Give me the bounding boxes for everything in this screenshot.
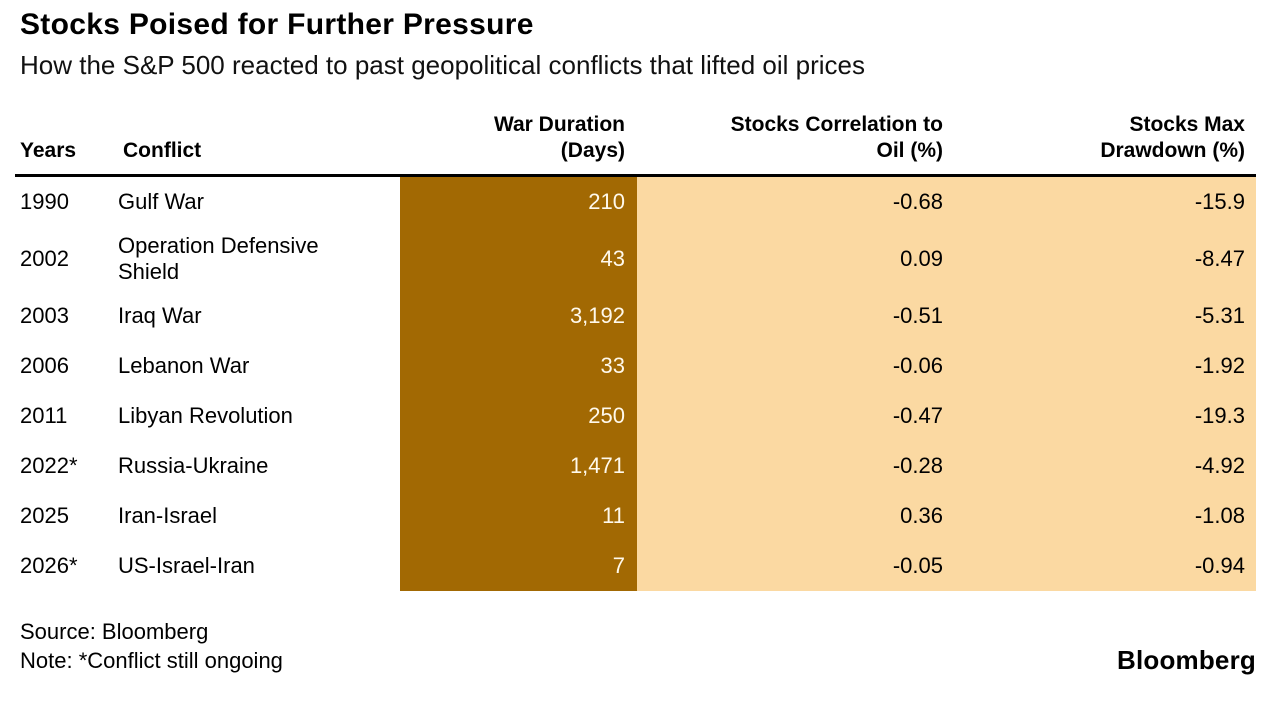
- column-header-stocks-correlation: Stocks Correlation to Oil (%): [637, 112, 943, 165]
- cell-years: 2002: [20, 245, 69, 271]
- cell-conflict: Iraq War: [118, 302, 202, 328]
- chart-page: Stocks Poised for Further Pressure How t…: [15, 8, 1256, 676]
- table-row: 2022* Russia-Ukraine 1,471 -0.28 -4.92: [15, 440, 1256, 491]
- cell-drawdown: -8.47: [943, 226, 1256, 291]
- chart-title: Stocks Poised for Further Pressure: [20, 8, 534, 41]
- cell-drawdown: -4.92: [943, 440, 1256, 491]
- cell-drawdown: -1.08: [943, 490, 1256, 541]
- cell-duration: 33: [400, 340, 637, 391]
- column-header-line: Stocks Max: [1129, 113, 1245, 137]
- cell-conflict: Lebanon War: [118, 352, 250, 378]
- table-row: 2011 Libyan Revolution 250 -0.47 -19.3: [15, 390, 1256, 441]
- cell-correlation: -0.06: [637, 340, 943, 391]
- column-header-line: (Days): [560, 139, 625, 163]
- column-header-conflict: Conflict: [123, 139, 202, 163]
- table-body: 1990 Gulf War 210 -0.68 -15.9 2002 Operation D…: [15, 176, 1256, 591]
- cell-correlation: -0.28: [637, 440, 943, 491]
- table-row: 2026* US-Israel-Iran 7 -0.05 -0.94: [15, 540, 1256, 591]
- cell-years: 2006: [20, 352, 69, 378]
- column-header-line: Oil (%): [876, 139, 944, 163]
- conflicts-table: Years Conflict War Duration (Days) Stock…: [15, 107, 1256, 591]
- table-row: 1990 Gulf War 210 -0.68 -15.9: [15, 176, 1256, 227]
- column-header-war-duration: War Duration (Days): [400, 112, 637, 165]
- cell-conflict: Gulf War: [118, 188, 204, 214]
- cell-years: 2025: [20, 502, 69, 528]
- cell-drawdown: -0.94: [943, 540, 1256, 591]
- table-row: 2006 Lebanon War 33 -0.06 -1.92: [15, 340, 1256, 391]
- column-header-line: Stocks Correlation to: [730, 113, 943, 137]
- cell-correlation: 0.09: [637, 226, 943, 291]
- cell-drawdown: -19.3: [943, 390, 1256, 441]
- cell-years: 2026*: [20, 552, 78, 578]
- table-row: 2002 Operation Defensive Shield 43 0.09 -8.4…: [15, 226, 1256, 291]
- cell-drawdown: -1.92: [943, 340, 1256, 391]
- cell-correlation: -0.51: [637, 290, 943, 341]
- cell-duration: 210: [400, 176, 637, 227]
- table-header-row: Years Conflict War Duration (Days) Stock…: [15, 107, 1256, 177]
- table-row: 2025 Iran-Israel 11 0.36 -1.08: [15, 490, 1256, 541]
- source-text: Source: Bloomberg: [20, 618, 209, 644]
- table-row: 2003 Iraq War 3,192 -0.51 -5.31: [15, 290, 1256, 341]
- cell-conflict: Libyan Revolution: [118, 402, 293, 428]
- cell-conflict: Iran-Israel: [118, 502, 218, 528]
- cell-conflict: US-Israel-Iran: [118, 552, 255, 578]
- cell-years: 1990: [20, 188, 69, 214]
- cell-duration: 3,192: [400, 290, 637, 341]
- cell-duration: 43: [400, 226, 637, 291]
- cell-correlation: 0.36: [637, 490, 943, 541]
- cell-years: 2003: [20, 302, 69, 328]
- cell-duration: 250: [400, 390, 637, 441]
- column-header-line: War Duration: [493, 113, 625, 137]
- cell-conflict: Operation Defensive Shield: [118, 232, 319, 284]
- column-header-max-drawdown: Stocks Max Drawdown (%): [943, 112, 1256, 165]
- cell-correlation: -0.47: [637, 390, 943, 441]
- column-header-line: Drawdown (%): [1100, 139, 1245, 163]
- cell-conflict: Russia-Ukraine: [118, 452, 269, 478]
- cell-years: 2011: [20, 402, 68, 428]
- cell-duration: 7: [400, 540, 637, 591]
- bloomberg-logo: Bloomberg: [1116, 644, 1256, 675]
- chart-footer: Source: Bloomberg Note: *Conflict still …: [20, 617, 1256, 676]
- cell-drawdown: -15.9: [943, 176, 1256, 227]
- cell-correlation: -0.05: [637, 540, 943, 591]
- column-header-years: Years: [20, 139, 77, 163]
- cell-correlation: -0.68: [637, 176, 943, 227]
- cell-years: 2022*: [20, 452, 78, 478]
- cell-duration: 1,471: [400, 440, 637, 491]
- cell-drawdown: -5.31: [943, 290, 1256, 341]
- chart-subtitle: How the S&P 500 reacted to past geopolit…: [20, 49, 865, 80]
- cell-duration: 11: [400, 490, 637, 541]
- note-text: Note: *Conflict still ongoing: [20, 648, 283, 674]
